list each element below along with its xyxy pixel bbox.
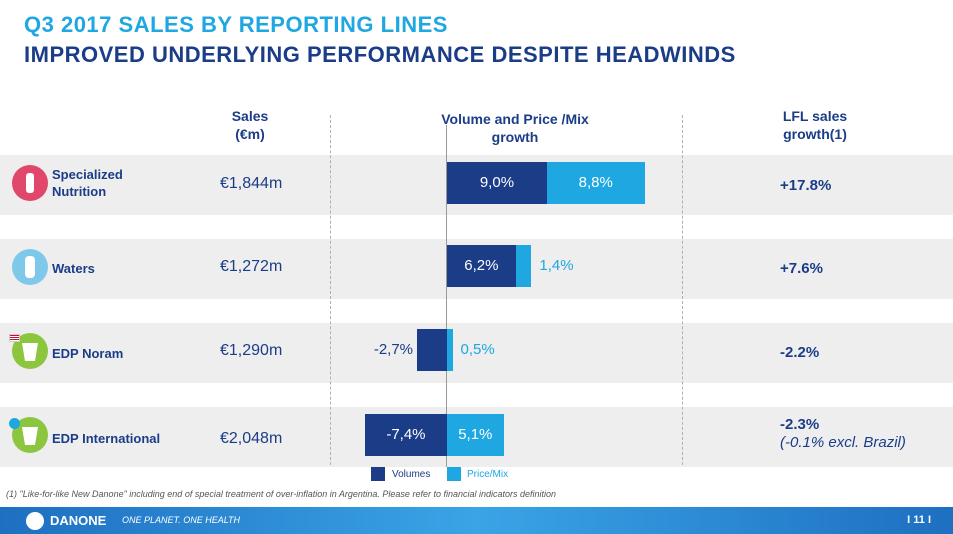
label-volumes: -7,4% bbox=[386, 426, 426, 443]
lfl-value: -2.3% bbox=[780, 416, 820, 433]
bar-pricemix bbox=[546, 162, 645, 204]
legend-label-pricemix: Price/Mix bbox=[467, 469, 509, 480]
legend-swatch-volumes bbox=[371, 467, 385, 481]
label-pricemix: 5,1% bbox=[458, 426, 493, 443]
legend-swatch-pricemix bbox=[447, 467, 461, 481]
sales-value: €1,844m bbox=[220, 175, 283, 192]
brand-name: DANONE bbox=[50, 513, 107, 528]
water-bottle-icon bbox=[12, 249, 48, 285]
header-growth: Volume and Price /Mix growth bbox=[441, 111, 589, 145]
bar-volumes bbox=[364, 414, 447, 456]
page-subtitle: IMPROVED UNDERLYING PERFORMANCE DESPITE … bbox=[24, 42, 736, 67]
label-pricemix: 8,8% bbox=[578, 174, 613, 191]
row-label: EDP Noram bbox=[52, 346, 124, 361]
header-sales: Sales (€m) bbox=[231, 108, 269, 142]
footer-bar: DANONE ONE PLANET. ONE HEALTH I 11 I bbox=[0, 507, 953, 534]
row-label: Specialized Nutrition bbox=[52, 167, 123, 199]
bottle-icon bbox=[12, 165, 48, 201]
page-title: Q3 2017 SALES BY REPORTING LINES bbox=[24, 12, 448, 37]
sales-value: €2,048m bbox=[220, 430, 283, 447]
lfl-value: +7.6% bbox=[780, 260, 823, 277]
label-pricemix: 1,4% bbox=[539, 257, 574, 274]
divider-line bbox=[682, 115, 683, 465]
axis-zero-line bbox=[446, 125, 447, 467]
lfl-value: -2.2% bbox=[780, 344, 820, 361]
yogurt-icon bbox=[12, 417, 48, 453]
row-band bbox=[0, 323, 953, 383]
lfl-note: (-0.1% excl. Brazil) bbox=[780, 434, 906, 451]
bar-volumes bbox=[447, 162, 547, 204]
row-label: Waters bbox=[52, 261, 95, 276]
footnote: (1) "Like-for-like New Danone" including… bbox=[6, 489, 557, 499]
sales-value: €1,290m bbox=[220, 342, 283, 359]
row-label: EDP International bbox=[52, 431, 161, 446]
header-lfl: LFL sales growth(1) bbox=[782, 108, 848, 142]
bar-volumes bbox=[447, 245, 516, 287]
bar-pricemix bbox=[447, 329, 453, 371]
danone-logo-icon bbox=[26, 512, 44, 530]
legend-label-volumes: Volumes bbox=[392, 469, 431, 480]
label-volumes: 6,2% bbox=[464, 257, 499, 274]
label-volumes: 9,0% bbox=[479, 174, 515, 191]
lfl-value: +17.8% bbox=[780, 177, 832, 194]
sales-value: €1,272m bbox=[220, 258, 283, 275]
us-flag-icon bbox=[9, 334, 20, 342]
brand-tagline: ONE PLANET. ONE HEALTH bbox=[122, 515, 241, 525]
label-volumes: -2,7% bbox=[373, 341, 414, 358]
bar-pricemix bbox=[515, 245, 532, 287]
bar-volumes bbox=[417, 329, 447, 371]
bar-pricemix bbox=[447, 414, 504, 456]
divider-line bbox=[330, 115, 331, 465]
label-pricemix: 0,5% bbox=[460, 341, 495, 358]
globe-icon bbox=[9, 418, 20, 429]
page-number: I 11 I bbox=[907, 514, 931, 526]
